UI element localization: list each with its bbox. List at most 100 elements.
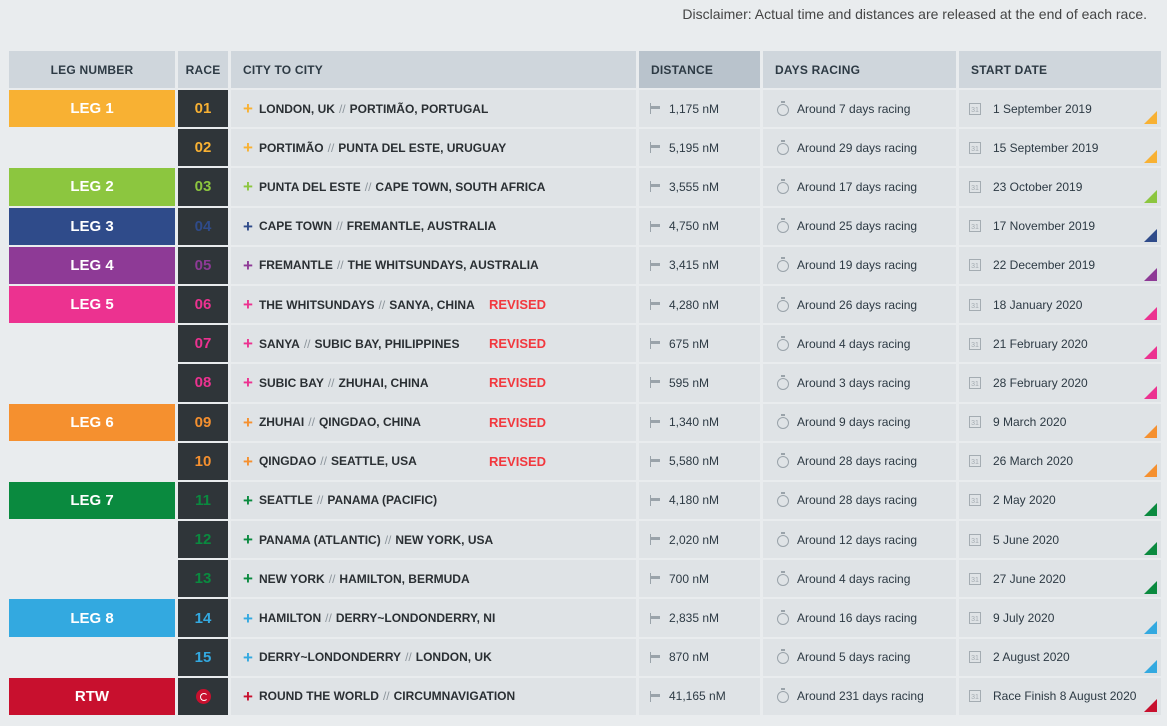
header-city-to-city: CITY TO CITY bbox=[231, 51, 636, 88]
corner-marker bbox=[1144, 542, 1157, 556]
route-cell[interactable]: + CAPE TOWN//FREMANTLE, AUSTRALIA bbox=[231, 207, 636, 245]
corner-marker bbox=[1144, 385, 1157, 399]
start-date-value: 17 November 2019 bbox=[993, 219, 1096, 234]
race-number: 15 bbox=[178, 638, 228, 676]
route-separator: // bbox=[382, 689, 390, 704]
calendar-icon: 31 bbox=[969, 455, 981, 468]
leg-cell[interactable]: LEG 4 bbox=[9, 246, 175, 284]
corner-marker bbox=[1144, 620, 1157, 634]
days-racing-cell: Around 29 days racing bbox=[763, 129, 956, 167]
route-separator: // bbox=[325, 611, 332, 626]
route-cell[interactable]: + PUNTA DEL ESTE//CAPE TOWN, SOUTH AFRICA bbox=[231, 168, 636, 206]
distance-cell: 4,180 nM bbox=[639, 481, 760, 520]
flag-icon bbox=[649, 338, 661, 350]
days-racing-cell: Around 16 days racing bbox=[763, 599, 956, 637]
route-to: CAPE TOWN, SOUTH AFRICA bbox=[375, 179, 546, 194]
route-separator: // bbox=[316, 493, 324, 508]
header-race: RACE bbox=[178, 51, 228, 88]
start-date-cell: 31 21 February 2020 bbox=[959, 325, 1161, 363]
calendar-icon: 31 bbox=[969, 612, 981, 625]
distance-value: 4,280 nM bbox=[669, 297, 720, 312]
leg-cell[interactable]: LEG 2 bbox=[9, 168, 175, 206]
route-separator: // bbox=[327, 140, 335, 155]
plus-icon: + bbox=[243, 255, 253, 275]
start-date-value: Race Finish 8 August 2020 bbox=[993, 689, 1137, 704]
race-number-text: 05 bbox=[194, 256, 212, 274]
distance-cell: 4,750 nM bbox=[639, 207, 760, 245]
start-date-value: 2 August 2020 bbox=[993, 650, 1070, 665]
stopwatch-icon bbox=[777, 570, 789, 586]
flag-icon bbox=[649, 455, 661, 467]
route-cell[interactable]: + ROUND THE WORLD//CIRCUMNAVIGATION bbox=[231, 677, 636, 715]
leg-cell[interactable]: LEG 6 bbox=[9, 403, 175, 441]
leg-cell[interactable]: LEG 1 bbox=[9, 90, 175, 128]
route-cell[interactable]: + PORTIMÃO//PUNTA DEL ESTE, URUGUAY bbox=[231, 129, 636, 167]
flag-icon bbox=[649, 690, 661, 702]
route-to: SUBIC BAY, PHILIPPINES bbox=[314, 336, 460, 351]
flag-icon bbox=[649, 181, 661, 193]
stopwatch-icon bbox=[777, 257, 789, 273]
route-to: SEATTLE, USA bbox=[330, 454, 417, 469]
distance-cell: 4,280 nM bbox=[639, 285, 760, 324]
distance-cell: 870 nM bbox=[639, 638, 760, 676]
route-from: QINGDAO bbox=[258, 454, 317, 469]
days-value: Around 5 days racing bbox=[797, 650, 911, 665]
route-to: LONDON, UK bbox=[415, 650, 492, 665]
distance-cell: 1,175 nM bbox=[639, 90, 760, 128]
leg-cell[interactable]: LEG 5 bbox=[9, 285, 175, 324]
route-from: CAPE TOWN bbox=[258, 219, 333, 234]
start-date-value: 5 June 2020 bbox=[993, 532, 1060, 547]
plus-icon: + bbox=[243, 451, 253, 471]
route-cell[interactable]: + THE WHITSUNDAYS//SANYA, CHINA REVISED bbox=[231, 285, 636, 324]
start-date-value: 23 October 2019 bbox=[993, 179, 1083, 194]
leg-cell bbox=[9, 521, 175, 558]
corner-marker bbox=[1144, 463, 1157, 477]
leg-cell[interactable]: LEG 7 bbox=[9, 481, 175, 520]
header-leg-number: LEG NUMBER bbox=[9, 51, 175, 88]
leg-cell[interactable]: RTW bbox=[9, 677, 175, 715]
leg-cell[interactable]: LEG 8 bbox=[9, 599, 175, 637]
race-number: 14 bbox=[178, 599, 228, 637]
route-cell[interactable]: + SANYA//SUBIC BAY, PHILIPPINES REVISED bbox=[231, 325, 636, 363]
route-cell[interactable]: + ZHUHAI//QINGDAO, CHINA REVISED bbox=[231, 403, 636, 441]
distance-cell: 5,580 nM bbox=[639, 442, 760, 480]
days-value: Around 25 days racing bbox=[797, 219, 918, 234]
stopwatch-icon bbox=[777, 335, 789, 351]
race-number-text: 11 bbox=[195, 491, 211, 509]
route-cell[interactable]: + SUBIC BAY//ZHUHAI, CHINA REVISED bbox=[231, 364, 636, 402]
days-racing-cell: Around 4 days racing bbox=[763, 560, 956, 598]
days-value: Around 19 days racing bbox=[797, 258, 918, 273]
route-separator: // bbox=[338, 101, 346, 116]
calendar-icon: 31 bbox=[969, 533, 981, 546]
race-number-text: 03 bbox=[194, 178, 212, 196]
route-cell[interactable]: + SEATTLE//PANAMA (PACIFIC) bbox=[231, 481, 636, 520]
race-number: 06 bbox=[178, 285, 228, 324]
race-number: 01 bbox=[178, 90, 228, 128]
route-cell[interactable]: + DERRY~LONDONDERRY//LONDON, UK bbox=[231, 638, 636, 676]
days-racing-cell: Around 3 days racing bbox=[763, 364, 956, 402]
plus-icon: + bbox=[243, 216, 253, 236]
start-date-value: 18 January 2020 bbox=[993, 297, 1083, 312]
days-racing-cell: Around 231 days racing bbox=[763, 677, 956, 715]
route-from: NEW YORK bbox=[258, 571, 325, 586]
distance-value: 675 nM bbox=[669, 336, 710, 351]
days-value: Around 28 days racing bbox=[797, 454, 918, 469]
route-from: PANAMA (ATLANTIC) bbox=[258, 532, 381, 547]
route-cell[interactable]: + NEW YORK//HAMILTON, BERMUDA bbox=[231, 560, 636, 598]
route-separator: // bbox=[308, 415, 315, 430]
stopwatch-icon bbox=[777, 610, 789, 626]
distance-value: 1,340 nM bbox=[669, 415, 720, 430]
route-cell[interactable]: + LONDON, UK//PORTIMÃO, PORTUGAL bbox=[231, 90, 636, 128]
route-cell[interactable]: + PANAMA (ATLANTIC)//NEW YORK, USA bbox=[231, 521, 636, 559]
leg-cell[interactable]: LEG 3 bbox=[9, 207, 175, 245]
stopwatch-icon bbox=[777, 374, 789, 390]
corner-marker bbox=[1144, 346, 1157, 360]
route-cell[interactable]: + QINGDAO//SEATTLE, USA REVISED bbox=[231, 442, 636, 480]
race-number-text: 02 bbox=[194, 139, 212, 157]
route-cell[interactable]: + HAMILTON//DERRY~LONDONDERRY, NI bbox=[231, 599, 636, 637]
leg-cell bbox=[9, 129, 175, 166]
corner-marker bbox=[1144, 150, 1157, 164]
start-date-cell: 31 5 June 2020 bbox=[959, 521, 1161, 559]
route-cell[interactable]: + FREMANTLE//THE WHITSUNDAYS, AUSTRALIA bbox=[231, 246, 636, 284]
race-number-text: 12 bbox=[194, 531, 212, 549]
